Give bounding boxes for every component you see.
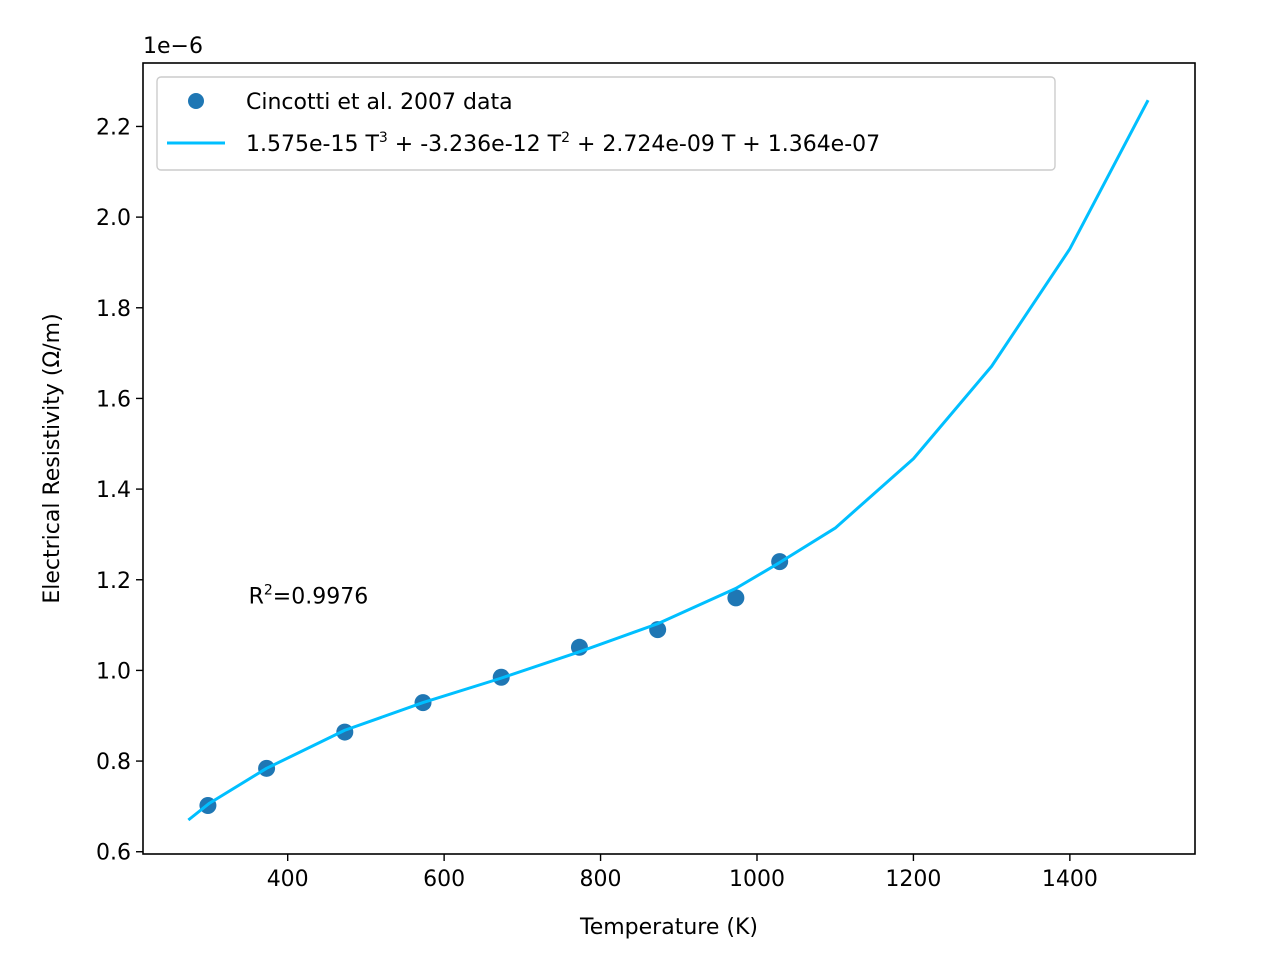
y-tick-label: 1.4 (96, 478, 131, 503)
legend-fit-exp-quadratic: 2 (561, 130, 570, 146)
y-tick-label: 0.8 (96, 750, 131, 775)
axis-ticks: 400 600 800 1000 1200 1400 0.6 0.8 1.0 1.2 1.4 1.6 1… (96, 115, 1098, 892)
y-tick-label: 2.2 (96, 115, 131, 140)
y-tick-label: 1.6 (96, 387, 131, 412)
legend-fit-term-rest: + 2.724e-09 T + 1.364e-07 (570, 132, 880, 157)
legend: Cincotti et al. 2007 data 1.575e-15 T3 +… (156, 76, 1056, 171)
x-tick-label: 600 (423, 867, 465, 892)
data-point (727, 589, 745, 607)
plot-area (187, 99, 1150, 822)
x-tick-label: 800 (580, 867, 622, 892)
legend-fit-term-quadratic: + -3.236e-12 T (388, 132, 562, 157)
legend-marker-data (188, 93, 204, 109)
y-tick-label: 1.0 (96, 659, 131, 684)
y-tick-label: 1.8 (96, 297, 131, 322)
legend-fit-term-cubic: 1.575e-15 T (246, 132, 379, 157)
y-tick-label: 1.2 (96, 569, 131, 594)
x-tick-label: 1200 (885, 867, 941, 892)
legend-label-data: Cincotti et al. 2007 data (246, 90, 513, 115)
legend-fit-exp-cubic: 3 (379, 130, 388, 146)
fit-curve-line (187, 99, 1150, 822)
r-squared-prefix: R (249, 584, 264, 609)
x-axis-label: Temperature (K) (579, 915, 758, 940)
legend-label-fit: 1.575e-15 T3 + -3.236e-12 T2 + 2.724e-09… (246, 130, 880, 157)
x-tick-label: 1000 (729, 867, 785, 892)
r-squared-annotation: R2=0.9976 (249, 582, 369, 609)
y-axis-label: Electrical Resistivity (Ω/m) (40, 313, 65, 603)
r-squared-value: =0.9976 (273, 584, 368, 609)
r-squared-exponent: 2 (264, 582, 273, 598)
y-offset-label: 1e−6 (143, 34, 203, 59)
y-tick-label: 2.0 (96, 206, 131, 231)
legend-box (156, 76, 1056, 171)
axes-frame (142, 62, 1196, 855)
x-tick-label: 1400 (1042, 867, 1098, 892)
x-tick-label: 400 (267, 867, 309, 892)
y-tick-label: 0.6 (96, 841, 131, 866)
